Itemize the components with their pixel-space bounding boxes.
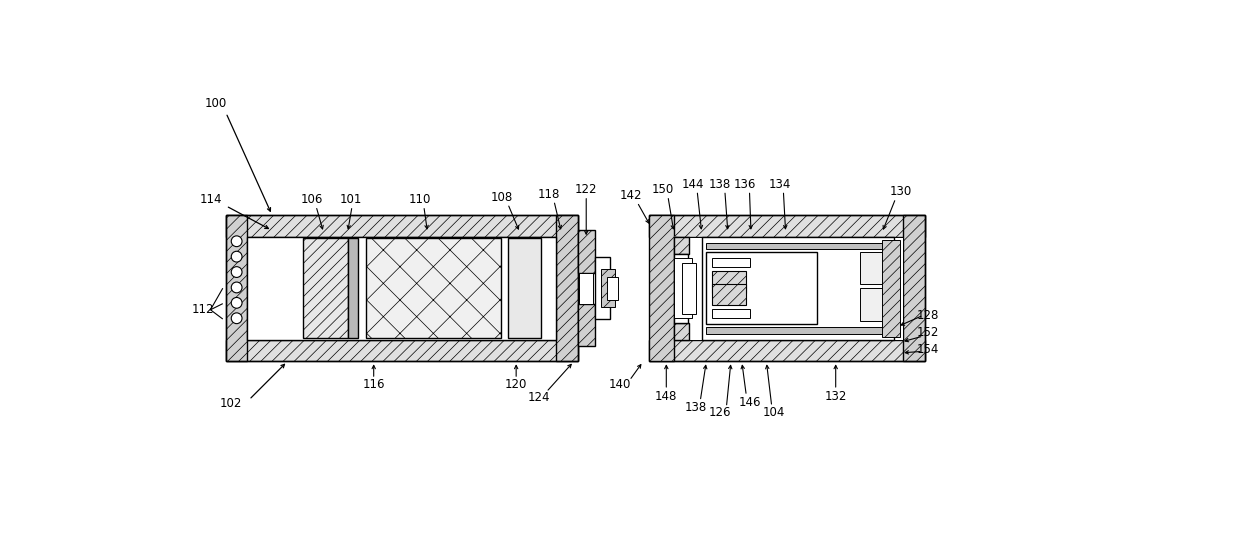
Bar [601, 269, 615, 307]
Text: 122: 122 [575, 183, 598, 196]
Text: 134: 134 [769, 178, 791, 191]
Text: 118: 118 [538, 188, 560, 201]
Bar [608, 276, 618, 300]
Text: 140: 140 [609, 378, 631, 391]
Text: 120: 120 [505, 378, 527, 391]
Bar [675, 323, 689, 340]
Text: 150: 150 [651, 183, 673, 196]
Text: 146: 146 [738, 395, 760, 408]
Text: 136: 136 [734, 178, 756, 191]
Bar [675, 236, 689, 254]
Bar [904, 215, 925, 361]
Circle shape [231, 267, 242, 278]
Text: 114: 114 [200, 193, 222, 206]
Circle shape [231, 236, 242, 247]
Text: 132: 132 [825, 390, 847, 403]
Circle shape [231, 298, 242, 308]
Bar [706, 243, 887, 249]
Text: 116: 116 [362, 378, 384, 391]
Bar [712, 271, 745, 293]
Bar [226, 340, 578, 361]
Text: 106: 106 [301, 193, 324, 206]
Text: 104: 104 [763, 406, 785, 419]
Text: 124: 124 [528, 391, 551, 404]
Text: 110: 110 [409, 193, 432, 206]
Circle shape [231, 282, 242, 293]
Bar [303, 238, 347, 338]
Text: 102: 102 [219, 397, 243, 410]
Bar [579, 273, 593, 304]
Bar [578, 230, 595, 273]
Bar [706, 252, 817, 325]
Text: 148: 148 [655, 390, 677, 403]
Text: 112: 112 [191, 304, 215, 316]
Bar [675, 254, 688, 323]
Text: 142: 142 [620, 189, 642, 202]
Bar [650, 215, 675, 361]
Text: 100: 100 [205, 97, 227, 110]
Circle shape [231, 251, 242, 262]
Text: 138: 138 [709, 178, 732, 191]
Bar [226, 215, 248, 361]
Bar [682, 263, 696, 314]
Bar [650, 340, 925, 361]
Bar [557, 215, 578, 361]
Text: 108: 108 [491, 191, 513, 204]
Bar [595, 258, 610, 319]
Bar [650, 236, 904, 340]
Bar [712, 309, 750, 318]
Bar [859, 252, 890, 285]
Text: 138: 138 [684, 401, 707, 414]
Circle shape [231, 313, 242, 324]
Bar [578, 304, 595, 346]
Bar [366, 238, 501, 338]
Text: 101: 101 [340, 193, 362, 206]
Bar [882, 240, 900, 337]
Text: 128: 128 [916, 309, 939, 322]
Bar [347, 238, 358, 338]
Text: 154: 154 [916, 344, 939, 357]
Bar [712, 258, 750, 267]
Bar [675, 258, 692, 318]
Text: 126: 126 [709, 406, 732, 419]
Text: 130: 130 [890, 186, 913, 199]
Bar [248, 236, 557, 340]
Text: 144: 144 [682, 178, 704, 191]
Bar [508, 238, 541, 338]
Bar [650, 215, 925, 236]
Text: 152: 152 [916, 326, 939, 339]
Bar [702, 236, 894, 340]
Bar [859, 288, 890, 321]
Bar [712, 283, 745, 305]
Bar [706, 327, 887, 334]
Bar [226, 215, 578, 236]
